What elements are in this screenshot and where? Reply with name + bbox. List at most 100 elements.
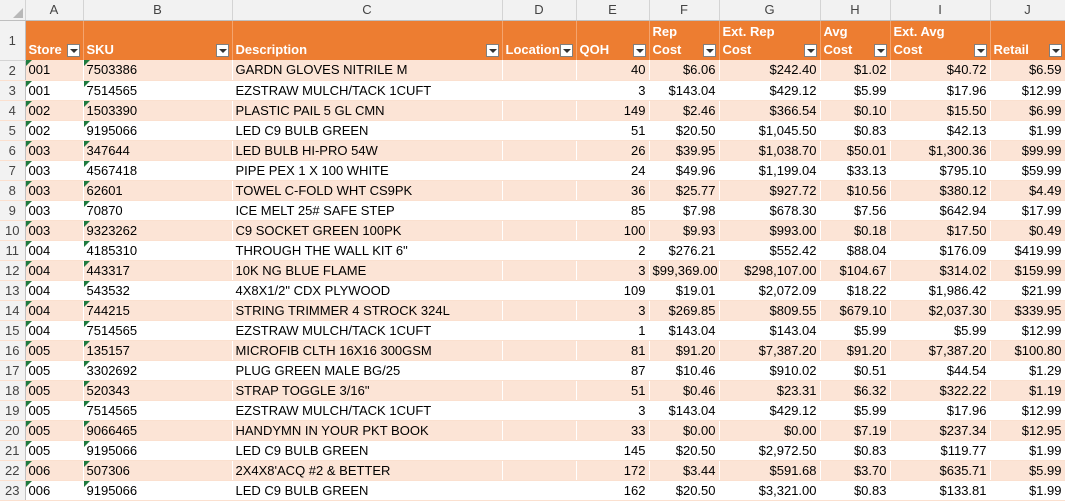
ext-avg-cost-cell[interactable]: $17.96 [890,80,991,101]
sku-cell[interactable]: 9323262 [83,220,233,241]
rep-cost-cell[interactable]: $276.21 [649,240,720,261]
retail-cell[interactable]: $0.49 [990,220,1065,241]
location-cell[interactable] [502,380,577,401]
description-cell[interactable]: THROUGH THE WALL KIT 6" [232,240,503,261]
sku-cell[interactable]: 7503386 [83,60,233,81]
filter-dropdown-icon[interactable] [873,44,887,57]
ext-rep-cost-cell[interactable]: $429.12 [719,80,821,101]
avg-cost-cell[interactable]: $91.20 [820,340,891,361]
retail-cell[interactable]: $1.99 [990,120,1065,141]
description-cell[interactable]: STRING TRIMMER 4 STROCK 324L [232,300,503,321]
ext-avg-cost-cell[interactable]: $7,387.20 [890,340,991,361]
rep-cost-cell[interactable]: $20.50 [649,120,720,141]
description-cell[interactable]: MICROFIB CLTH 16X16 300GSM [232,340,503,361]
avg-cost-cell[interactable]: $0.51 [820,360,891,381]
row-number[interactable]: 15 [0,320,26,341]
location-cell[interactable] [502,260,577,281]
description-cell[interactable]: EZSTRAW MULCH/TACK 1CUFT [232,320,503,341]
sku-cell[interactable]: 135157 [83,340,233,361]
ext-avg-cost-cell[interactable]: $1,986.42 [890,280,991,301]
row-number[interactable]: 2 [0,60,26,81]
store-cell[interactable]: 004 [25,280,84,301]
description-cell[interactable]: TOWEL C-FOLD WHT CS9PK [232,180,503,201]
ext-avg-cost-cell[interactable]: $635.71 [890,460,991,481]
description-cell[interactable]: LED C9 BULB GREEN [232,480,503,501]
column-header-g[interactable]: G [719,0,821,21]
header-cell-description[interactable]: Description [232,20,503,60]
ext-avg-cost-cell[interactable]: $2,037.30 [890,300,991,321]
ext-rep-cost-cell[interactable]: $0.00 [719,420,821,441]
avg-cost-cell[interactable]: $50.01 [820,140,891,161]
qoh-cell[interactable]: 149 [576,100,650,121]
rep-cost-cell[interactable]: $20.50 [649,480,720,501]
column-header-a[interactable]: A [25,0,84,21]
ext-rep-cost-cell[interactable]: $678.30 [719,200,821,221]
rep-cost-cell[interactable]: $10.46 [649,360,720,381]
location-cell[interactable] [502,180,577,201]
qoh-cell[interactable]: 51 [576,380,650,401]
avg-cost-cell[interactable]: $33.13 [820,160,891,181]
description-cell[interactable]: LED C9 BULB GREEN [232,120,503,141]
ext-rep-cost-cell[interactable]: $552.42 [719,240,821,261]
rep-cost-cell[interactable]: $0.46 [649,380,720,401]
header-cell-ext-rep-cost[interactable]: Ext. Rep Cost [719,20,821,60]
store-cell[interactable]: 002 [25,120,84,141]
ext-rep-cost-cell[interactable]: $23.31 [719,380,821,401]
description-cell[interactable]: GARDN GLOVES NITRILE M [232,60,503,81]
sku-cell[interactable]: 7514565 [83,80,233,101]
rep-cost-cell[interactable]: $6.06 [649,60,720,81]
qoh-cell[interactable]: 1 [576,320,650,341]
avg-cost-cell[interactable]: $679.10 [820,300,891,321]
sku-cell[interactable]: 9066465 [83,420,233,441]
filter-dropdown-icon[interactable] [803,44,817,57]
qoh-cell[interactable]: 100 [576,220,650,241]
row-number[interactable]: 6 [0,140,26,161]
sku-cell[interactable]: 3302692 [83,360,233,381]
description-cell[interactable]: EZSTRAW MULCH/TACK 1CUFT [232,400,503,421]
location-cell[interactable] [502,420,577,441]
ext-rep-cost-cell[interactable]: $298,107.00 [719,260,821,281]
row-number[interactable]: 16 [0,340,26,361]
store-cell[interactable]: 004 [25,240,84,261]
sku-cell[interactable]: 1503390 [83,100,233,121]
store-cell[interactable]: 006 [25,460,84,481]
row-number[interactable]: 21 [0,440,26,461]
store-cell[interactable]: 003 [25,200,84,221]
row-number[interactable]: 7 [0,160,26,181]
rep-cost-cell[interactable]: $143.04 [649,400,720,421]
ext-avg-cost-cell[interactable]: $795.10 [890,160,991,181]
rep-cost-cell[interactable]: $39.95 [649,140,720,161]
avg-cost-cell[interactable]: $5.99 [820,320,891,341]
retail-cell[interactable]: $419.99 [990,240,1065,261]
qoh-cell[interactable]: 81 [576,340,650,361]
header-cell-location[interactable]: Location [502,20,577,60]
qoh-cell[interactable]: 172 [576,460,650,481]
rep-cost-cell[interactable]: $143.04 [649,80,720,101]
qoh-cell[interactable]: 87 [576,360,650,381]
store-cell[interactable]: 005 [25,420,84,441]
rep-cost-cell[interactable]: $99,369.00 [649,260,720,281]
qoh-cell[interactable]: 33 [576,420,650,441]
row-number[interactable]: 23 [0,480,26,501]
ext-rep-cost-cell[interactable]: $993.00 [719,220,821,241]
ext-avg-cost-cell[interactable]: $5.99 [890,320,991,341]
rep-cost-cell[interactable]: $49.96 [649,160,720,181]
ext-avg-cost-cell[interactable]: $17.50 [890,220,991,241]
location-cell[interactable] [502,440,577,461]
description-cell[interactable]: PIPE PEX 1 X 100 WHITE [232,160,503,181]
rep-cost-cell[interactable]: $20.50 [649,440,720,461]
sku-cell[interactable]: 9195066 [83,120,233,141]
column-header-i[interactable]: I [890,0,991,21]
location-cell[interactable] [502,80,577,101]
retail-cell[interactable]: $1.99 [990,440,1065,461]
header-cell-rep-cost[interactable]: Rep Cost [649,20,720,60]
qoh-cell[interactable]: 40 [576,60,650,81]
ext-avg-cost-cell[interactable]: $44.54 [890,360,991,381]
row-number[interactable]: 1 [0,20,26,61]
store-cell[interactable]: 003 [25,220,84,241]
qoh-cell[interactable]: 162 [576,480,650,501]
store-cell[interactable]: 004 [25,260,84,281]
avg-cost-cell[interactable]: $5.99 [820,80,891,101]
retail-cell[interactable]: $1.29 [990,360,1065,381]
sku-cell[interactable]: 9195066 [83,480,233,501]
